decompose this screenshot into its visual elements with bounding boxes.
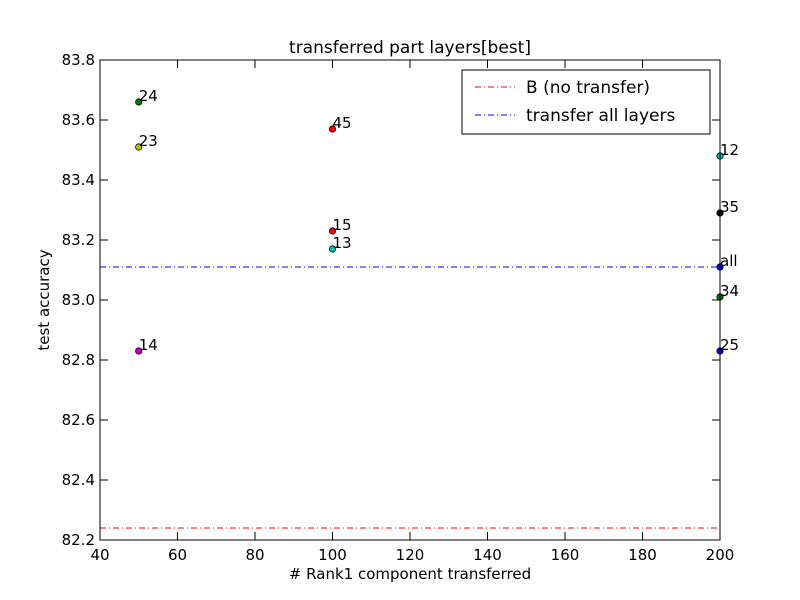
data-point-13 (328, 245, 337, 253)
y-tick-label-83.2: 83.2 (62, 231, 95, 249)
data-point-15 (328, 227, 337, 235)
chart-title: transferred part layers[best] (289, 38, 531, 58)
data-point-45 (328, 125, 337, 133)
y-tick-label-83.4: 83.4 (62, 171, 95, 189)
legend-box (461, 69, 711, 135)
x-tick-label-180: 180 (628, 546, 657, 564)
data-point-label-34: 34 (720, 282, 739, 300)
data-point-label-45: 45 (333, 114, 352, 132)
legend: B (no transfer) transfer all layers (461, 69, 711, 135)
data-point-label-all: all (720, 252, 738, 270)
y-tick-label-82.4: 82.4 (62, 471, 95, 489)
y-tick-label-83.0: 83.0 (62, 291, 95, 309)
y-tick-label-82.8: 82.8 (62, 351, 95, 369)
axis-ticks: 40 60 80 100 120 140 160 180 200 82.2 82.4 82.6 82.8… (62, 51, 735, 564)
y-tick-label-82.6: 82.6 (62, 411, 95, 429)
data-point-label-24: 24 (139, 87, 158, 105)
y-tick-label-83.6: 83.6 (62, 111, 95, 129)
data-point-label-35: 35 (720, 198, 739, 216)
x-tick-label-60: 60 (168, 546, 187, 564)
legend-label-no-transfer: B (no transfer) (526, 78, 650, 98)
data-point-label-25: 25 (720, 336, 739, 354)
y-tick-label-82.2: 82.2 (62, 531, 95, 549)
data-point-label-12: 12 (720, 141, 739, 159)
data-point-label-23: 23 (139, 132, 158, 150)
data-point-24 (135, 98, 143, 106)
x-tick-label-80: 80 (245, 546, 264, 564)
x-tick-label-140: 140 (473, 546, 502, 564)
x-tick-label-200: 200 (706, 546, 735, 564)
x-tick-label-100: 100 (318, 546, 347, 564)
data-point-label-14: 14 (139, 336, 158, 354)
data-point-label-13: 13 (333, 234, 352, 252)
plot-frame (99, 59, 721, 541)
data-point-label-15: 15 (333, 216, 352, 234)
y-axis-label: test accuracy (35, 249, 53, 350)
x-axis-label: # Rank1 component transferred (289, 565, 531, 583)
data-point-14 (135, 347, 143, 355)
x-tick-label-120: 120 (396, 546, 425, 564)
legend-label-all-layers: transfer all layers (526, 106, 675, 126)
data-point-23 (135, 143, 143, 151)
x-tick-label-40: 40 (90, 546, 109, 564)
x-tick-label-160: 160 (551, 546, 580, 564)
y-tick-label-83.8: 83.8 (62, 51, 95, 69)
